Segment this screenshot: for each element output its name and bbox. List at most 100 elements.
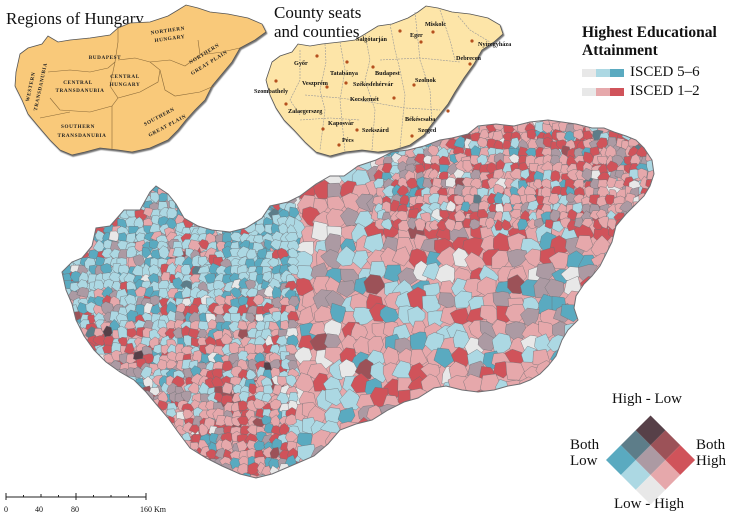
municipality-cell	[112, 391, 132, 413]
municipality-cell	[645, 330, 654, 351]
municipality-cell	[133, 454, 146, 468]
municipality-cell	[100, 457, 123, 478]
municipality-cell	[124, 391, 136, 403]
municipality-cell	[117, 422, 136, 440]
municipality-cell	[62, 405, 64, 425]
municipality-cell	[71, 183, 83, 194]
municipality-cell	[62, 176, 81, 199]
municipality-cell	[187, 177, 207, 198]
municipality-cell	[284, 413, 297, 426]
municipality-cell	[363, 274, 386, 295]
municipality-cell	[62, 153, 67, 174]
municipality-cell	[95, 466, 108, 478]
municipality-cell	[71, 427, 83, 438]
municipality-cell	[62, 181, 63, 200]
municipality-cell	[62, 313, 73, 324]
municipality-cell	[280, 164, 299, 182]
municipality-cell	[68, 416, 82, 427]
municipality-cell	[521, 446, 541, 466]
municipality-cell	[167, 448, 180, 461]
municipality-cell	[493, 419, 511, 441]
municipality-cell	[422, 122, 434, 134]
municipality-cell	[62, 296, 64, 305]
municipality-cell	[507, 120, 520, 125]
municipality-cell	[398, 131, 410, 145]
municipality-cell	[356, 448, 374, 470]
municipality-cell	[648, 217, 654, 228]
county-seat-dot	[274, 79, 278, 83]
municipality-cell	[116, 384, 128, 395]
municipality-cell	[199, 464, 211, 478]
municipality-cell	[502, 462, 525, 478]
municipality-cell	[62, 280, 66, 291]
municipality-cell	[636, 212, 649, 223]
municipality-cell	[646, 159, 654, 173]
municipality-cell	[77, 416, 90, 428]
municipality-cell	[184, 475, 205, 478]
municipality-cell	[369, 445, 387, 467]
legend-label-isced56: ISCED 5–6	[630, 64, 700, 80]
municipality-cell	[484, 407, 503, 426]
municipality-cell	[71, 232, 82, 244]
municipality-cell	[379, 145, 393, 157]
municipality-cell	[62, 361, 83, 381]
municipality-cell	[134, 440, 145, 451]
municipality-cell	[62, 347, 81, 367]
municipality-cell	[184, 201, 195, 213]
municipality-cell	[221, 184, 233, 197]
municipality-cell	[236, 440, 248, 453]
municipality-cell	[172, 277, 184, 290]
municipality-cell	[603, 120, 622, 127]
municipality-cell	[69, 431, 81, 444]
municipality-cell	[138, 457, 161, 478]
municipality-cell	[649, 127, 654, 147]
municipality-cell	[645, 260, 654, 281]
municipality-cell	[325, 142, 345, 163]
municipality-cell	[371, 146, 385, 157]
municipality-cell	[469, 218, 481, 230]
municipality-cell	[94, 407, 105, 420]
municipality-cell	[648, 348, 654, 370]
municipality-cell	[603, 308, 623, 328]
municipality-cell	[157, 442, 180, 463]
municipality-cell	[62, 426, 66, 439]
municipality-cell	[246, 185, 258, 197]
municipality-cell	[62, 206, 68, 228]
municipality-cell	[476, 136, 489, 148]
municipality-cell	[152, 408, 163, 420]
municipality-cell	[615, 308, 636, 325]
county-seat-label: Békéscsaba	[405, 116, 435, 123]
legend-swatch	[582, 87, 596, 96]
municipality-cell	[439, 210, 450, 220]
bivariate-label-bottom: Low - High	[614, 496, 684, 512]
municipality-cell	[73, 121, 94, 144]
municipality-cell	[182, 193, 194, 206]
municipality-cell	[62, 290, 68, 302]
municipality-cell	[566, 192, 577, 203]
municipality-cell	[71, 191, 83, 204]
municipality-cell	[79, 349, 91, 363]
municipality-cell	[492, 458, 514, 477]
municipality-cell	[62, 135, 81, 157]
municipality-cell	[622, 122, 632, 134]
municipality-cell	[613, 179, 627, 189]
bivariate-label-left-1: Both	[570, 437, 600, 453]
municipality-cell	[167, 120, 190, 131]
municipality-cell	[454, 290, 472, 309]
municipality-cell	[144, 417, 154, 429]
municipality-cell	[62, 193, 65, 205]
municipality-cell	[215, 415, 228, 427]
municipality-cell	[116, 182, 128, 194]
municipality-cell	[156, 170, 176, 189]
municipality-cell	[201, 135, 221, 157]
scale-label-160: 160 Km	[140, 505, 166, 514]
municipality-cell	[450, 391, 473, 408]
municipality-cell	[76, 185, 89, 197]
municipality-cell	[339, 421, 361, 443]
municipality-cell	[84, 446, 104, 464]
municipality-cell	[487, 120, 500, 125]
municipality-cell	[130, 448, 148, 468]
municipality-cell	[62, 405, 74, 417]
municipality-cell	[164, 440, 178, 453]
